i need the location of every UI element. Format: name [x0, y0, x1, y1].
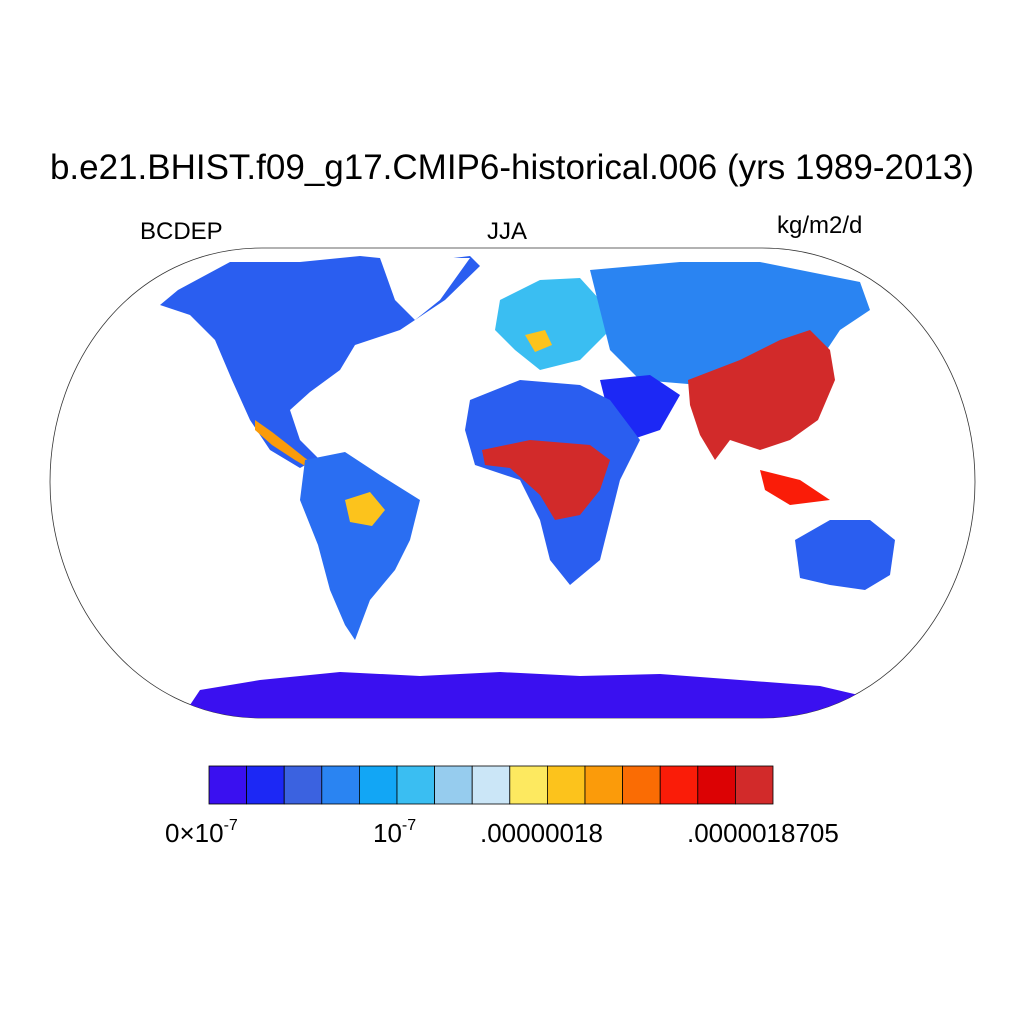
colorbar-label-2: 10-7 — [373, 817, 417, 849]
land-east-asia-high — [688, 330, 835, 460]
colorbar-box — [547, 765, 586, 805]
season-label: JJA — [487, 218, 528, 245]
land-south-america — [300, 452, 420, 640]
colorbar-box — [283, 765, 323, 805]
land-central-america — [255, 420, 318, 470]
colorbar-box — [622, 765, 661, 805]
colorbar-label-min: 0×10-7 — [165, 817, 238, 849]
land-europe — [495, 278, 610, 370]
land-europe-hotspot — [525, 330, 552, 352]
colorbar-box — [396, 765, 435, 805]
colorbar-box — [509, 765, 548, 805]
colorbar-box — [659, 765, 699, 805]
colorbar-box — [584, 765, 623, 805]
land-greenland — [380, 258, 470, 320]
colorbar-label-3: .00000018 — [480, 818, 603, 848]
plot-title: b.e21.BHIST.f09_g17.CMIP6-historical.006… — [49, 148, 975, 187]
colorbar-box — [358, 765, 398, 805]
colorbar-label-4: .0000018705 — [687, 818, 839, 848]
colorbar-box — [434, 765, 473, 805]
land-south-america-hotspot — [345, 492, 385, 526]
colorbar-box — [471, 765, 511, 805]
colorbar — [208, 765, 774, 805]
land-north-america — [160, 256, 480, 468]
colorbar-box — [208, 765, 247, 805]
colorbar-box — [246, 765, 285, 805]
colorbar-box — [697, 765, 736, 805]
land-australia — [795, 520, 895, 590]
colorbar-box — [735, 765, 774, 805]
variable-label: BCDEP — [140, 218, 223, 245]
units-label: kg/m2/d — [777, 212, 863, 239]
land-southeast-asia — [760, 470, 830, 505]
land-antarctica — [180, 672, 900, 718]
colorbar-box — [321, 765, 360, 805]
land-africa-high — [482, 440, 610, 520]
